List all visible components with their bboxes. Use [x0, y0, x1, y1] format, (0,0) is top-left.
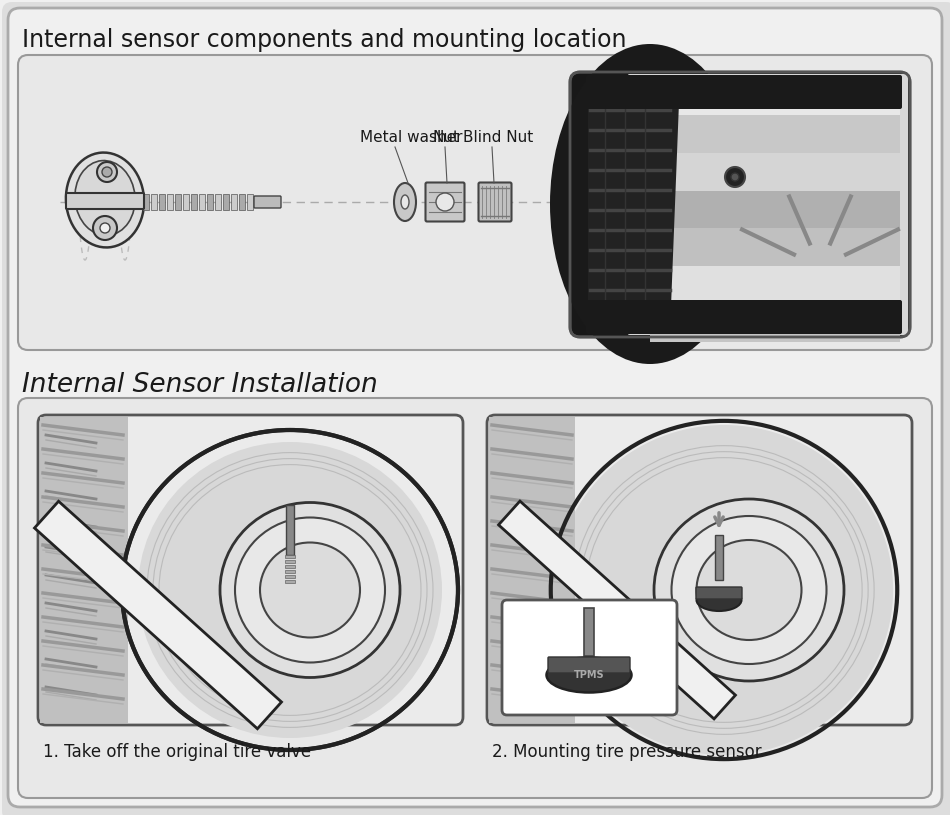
Text: Metal washer: Metal washer: [360, 130, 463, 145]
Polygon shape: [588, 77, 680, 332]
Bar: [207, 194, 213, 210]
Ellipse shape: [75, 161, 135, 236]
Ellipse shape: [401, 195, 409, 209]
Bar: [247, 194, 253, 210]
Bar: [650, 77, 900, 115]
FancyBboxPatch shape: [18, 398, 932, 798]
FancyBboxPatch shape: [66, 193, 144, 209]
Bar: [143, 194, 149, 210]
Ellipse shape: [550, 44, 750, 364]
Bar: [285, 560, 295, 563]
Bar: [650, 304, 900, 342]
Bar: [650, 115, 900, 152]
Ellipse shape: [260, 543, 360, 637]
Bar: [191, 194, 197, 210]
Bar: [650, 267, 900, 304]
Ellipse shape: [696, 589, 742, 611]
Circle shape: [731, 173, 739, 181]
Bar: [175, 194, 181, 210]
FancyBboxPatch shape: [38, 415, 463, 725]
Bar: [285, 570, 295, 573]
Text: Internal sensor components and mounting location: Internal sensor components and mounting …: [22, 28, 626, 52]
Ellipse shape: [235, 518, 385, 663]
Bar: [285, 580, 295, 583]
FancyBboxPatch shape: [586, 75, 902, 109]
FancyBboxPatch shape: [18, 55, 932, 350]
Polygon shape: [499, 501, 735, 719]
Bar: [183, 194, 189, 210]
Text: 2. Mounting tire pressure sensor: 2. Mounting tire pressure sensor: [492, 743, 762, 761]
Polygon shape: [34, 501, 281, 729]
FancyBboxPatch shape: [426, 183, 465, 222]
Circle shape: [102, 167, 112, 177]
Bar: [584, 608, 594, 656]
FancyBboxPatch shape: [40, 417, 461, 723]
FancyBboxPatch shape: [489, 417, 910, 723]
Ellipse shape: [138, 442, 442, 738]
Ellipse shape: [654, 499, 844, 681]
Bar: [159, 194, 165, 210]
FancyBboxPatch shape: [487, 415, 912, 725]
Text: TPMS: TPMS: [574, 670, 604, 680]
Bar: [286, 505, 294, 555]
Circle shape: [100, 223, 110, 233]
Bar: [215, 194, 221, 210]
Bar: [231, 194, 237, 210]
FancyBboxPatch shape: [586, 300, 902, 334]
Polygon shape: [40, 417, 128, 723]
FancyBboxPatch shape: [548, 657, 630, 673]
FancyBboxPatch shape: [254, 196, 281, 208]
FancyBboxPatch shape: [8, 8, 942, 807]
Ellipse shape: [555, 425, 893, 755]
Text: Blind Nut: Blind Nut: [463, 130, 533, 145]
FancyBboxPatch shape: [627, 74, 908, 335]
Circle shape: [97, 162, 117, 182]
Bar: [285, 575, 295, 578]
FancyBboxPatch shape: [479, 183, 511, 222]
Ellipse shape: [672, 516, 826, 664]
Bar: [285, 555, 295, 558]
Circle shape: [93, 216, 117, 240]
Circle shape: [436, 193, 454, 211]
Bar: [715, 535, 723, 580]
Ellipse shape: [66, 152, 144, 248]
Bar: [223, 194, 229, 210]
Bar: [151, 194, 157, 210]
Bar: [285, 565, 295, 568]
Text: Nut: Nut: [432, 130, 459, 145]
Ellipse shape: [220, 503, 400, 677]
Bar: [239, 194, 245, 210]
Bar: [167, 194, 173, 210]
Bar: [650, 191, 900, 228]
Bar: [650, 152, 900, 191]
Text: 1. Take off the original tire valve: 1. Take off the original tire valve: [43, 743, 312, 761]
Text: Internal Sensor Installation: Internal Sensor Installation: [22, 372, 378, 398]
FancyBboxPatch shape: [696, 587, 742, 599]
FancyBboxPatch shape: [570, 72, 910, 337]
Bar: [650, 228, 900, 267]
Circle shape: [725, 167, 745, 187]
Polygon shape: [489, 417, 575, 723]
Ellipse shape: [546, 658, 632, 693]
Ellipse shape: [394, 183, 416, 221]
Ellipse shape: [696, 540, 802, 640]
Bar: [199, 194, 205, 210]
FancyBboxPatch shape: [502, 600, 677, 715]
